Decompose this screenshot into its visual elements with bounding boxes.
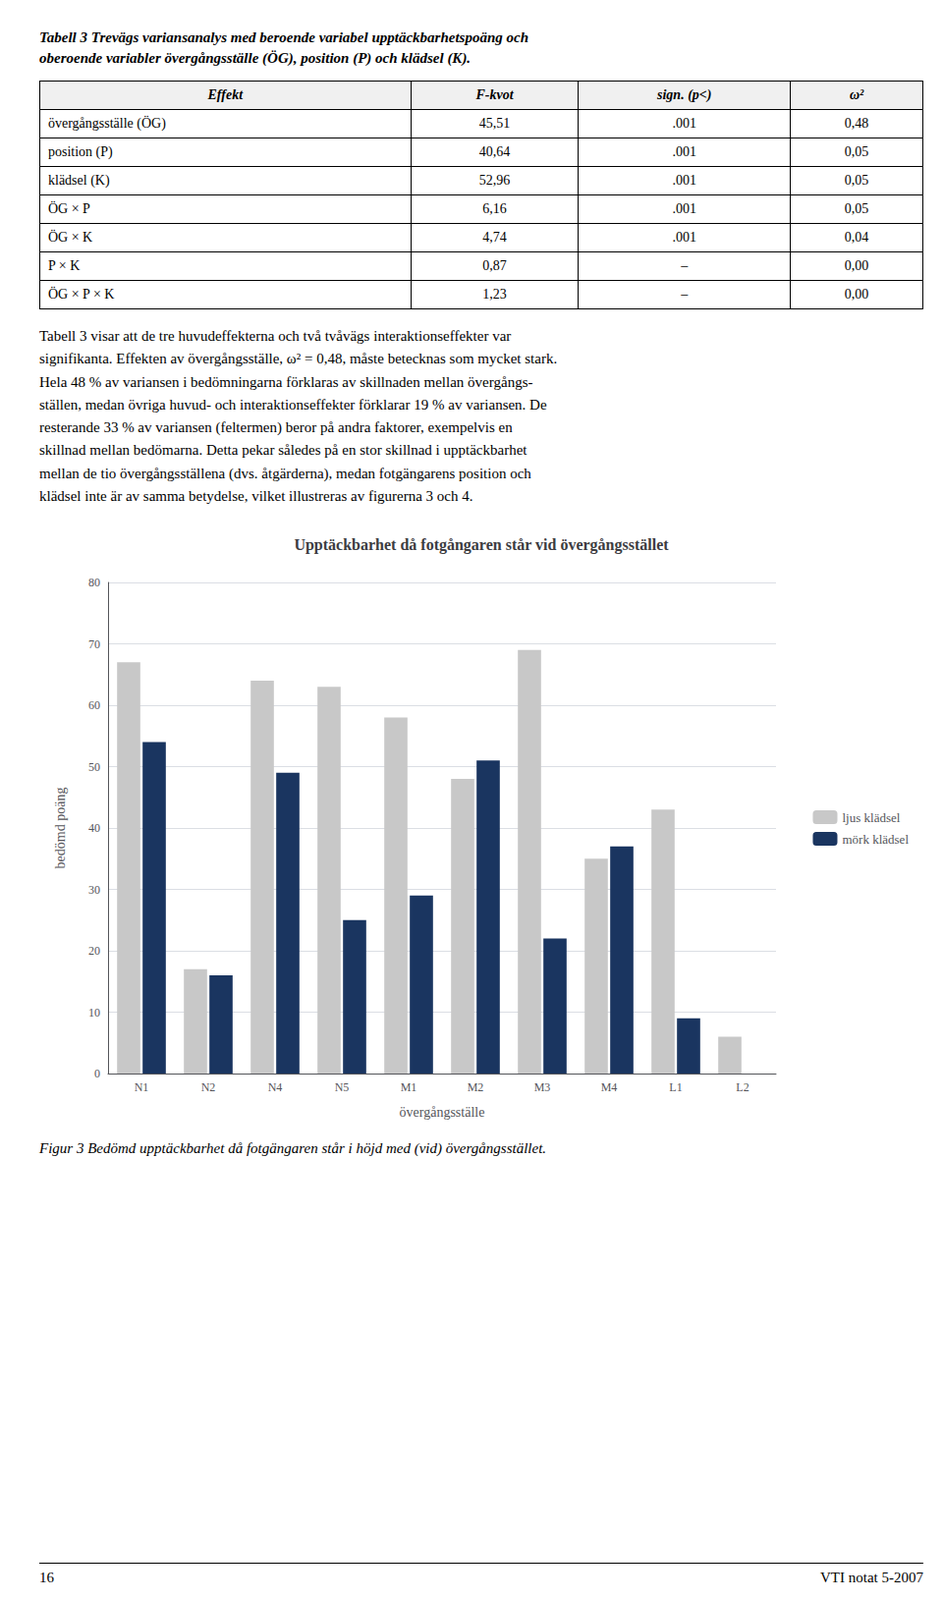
- html-text:övergångsställe (ÖG): övergångsställe (ÖG): [48, 115, 166, 131]
- svg-text:80: 80: [88, 575, 101, 590]
- html-text:F-kvot: F-kvot: [475, 87, 514, 103]
- html-text:0,04: 0,04: [844, 229, 869, 245]
- svg-text:bedömd poäng: bedömd poäng: [53, 787, 68, 870]
- html-text:0,05: 0,05: [844, 172, 869, 188]
- html-text:.001: .001: [672, 115, 697, 131]
- svg-text:M4: M4: [601, 1080, 618, 1095]
- html-text:4,74: 4,74: [482, 229, 507, 245]
- html-text:.001: .001: [672, 144, 697, 160]
- html-text:0,05: 0,05: [844, 201, 869, 217]
- html-text:ÖG × K: ÖG × K: [48, 229, 93, 245]
- svg-text:30: 30: [88, 883, 101, 897]
- svg-text:60: 60: [88, 698, 101, 713]
- svg-text:ljus klädsel: ljus klädsel: [841, 810, 900, 826]
- html-text:Tabell 3 Trevägs variansanalys: Tabell 3 Trevägs variansanalys med beroe…: [39, 29, 529, 46]
- svg-text:mörk klädsel: mörk klädsel: [841, 832, 909, 847]
- html-text:ställen, medan övriga huvud- o: ställen, medan övriga huvud- och interak…: [39, 396, 547, 413]
- html-text:P × K: P × K: [48, 258, 80, 274]
- html-text:52,96: 52,96: [479, 172, 511, 188]
- svg-text:Upptäckbarhet då fotgångaren s: Upptäckbarhet då fotgångaren står vid öv…: [293, 536, 669, 555]
- html-text:45,51: 45,51: [479, 115, 511, 131]
- svg-text:70: 70: [88, 637, 101, 652]
- svg-text:M3: M3: [534, 1080, 552, 1095]
- html-text:ÖG × P × K: ÖG × P × K: [48, 286, 115, 302]
- html-text:mellan de tio övergångsställen: mellan de tio övergångsställena (dvs. åt…: [39, 465, 532, 481]
- html-text:0,87: 0,87: [482, 258, 507, 274]
- html-text:position (P): position (P): [48, 144, 113, 160]
- svg-text:0: 0: [94, 1066, 101, 1081]
- html-text:klädsel inte är av samma betyd: klädsel inte är av samma betydelse, vilk…: [39, 488, 473, 504]
- html-text:16: 16: [39, 1569, 55, 1586]
- html-text:0,48: 0,48: [844, 115, 869, 131]
- html-text:Effekt: Effekt: [207, 87, 243, 103]
- svg-text:10: 10: [88, 1005, 101, 1020]
- html-text:0,00: 0,00: [844, 286, 869, 302]
- html-text:0,00: 0,00: [844, 258, 869, 274]
- svg-text:N2: N2: [201, 1080, 217, 1095]
- html-text:0,05: 0,05: [844, 144, 869, 160]
- html-text:1,23: 1,23: [482, 286, 507, 302]
- html-text:klädsel (K): klädsel (K): [48, 172, 110, 188]
- svg-text:N5: N5: [334, 1080, 350, 1095]
- html-text:.001: .001: [672, 229, 697, 245]
- svg-text:L1: L1: [668, 1080, 682, 1095]
- svg-text:50: 50: [88, 760, 101, 775]
- html-text:resterande 33 % av variansen (: resterande 33 % av variansen (feltermen)…: [39, 419, 513, 436]
- html-text:Hela 48 % av variansen i bedöm: Hela 48 % av variansen i bedömningarna f…: [39, 373, 533, 390]
- html-text:.001: .001: [672, 172, 697, 188]
- html-text:Tabell 3 visar att de tre huvu: Tabell 3 visar att de tre huvudeffektern…: [39, 328, 512, 344]
- svg-text:N1: N1: [134, 1080, 150, 1095]
- html-text:ω²: ω²: [849, 87, 864, 103]
- html-text:.001: .001: [672, 201, 697, 217]
- html-text:ÖG × P: ÖG × P: [48, 201, 91, 217]
- svg-text:N4: N4: [268, 1080, 283, 1095]
- html-text:6,16: 6,16: [482, 201, 507, 217]
- html-text:40,64: 40,64: [479, 144, 511, 160]
- html-text:Figur 3 Bedömd upptäckbarhet d: Figur 3 Bedömd upptäckbarhet då fotgänga…: [39, 1140, 547, 1157]
- html-text:sign. (p<): sign. (p<): [657, 87, 712, 103]
- html-text:VTI notat 5-2007: VTI notat 5-2007: [820, 1569, 924, 1586]
- svg-text:övergångsställe: övergångsställe: [399, 1105, 486, 1120]
- svg-text:20: 20: [88, 943, 101, 958]
- html-text:oberoende variabler övergångss: oberoende variabler övergångsställe (ÖG)…: [39, 50, 471, 66]
- svg-text:40: 40: [88, 821, 101, 835]
- html-text:skillnad mellan bedömarna. Det: skillnad mellan bedömarna. Detta pekar s…: [39, 442, 527, 459]
- svg-text:M2: M2: [467, 1080, 485, 1095]
- svg-text:L2: L2: [735, 1080, 749, 1095]
- svg-text:M1: M1: [400, 1080, 418, 1095]
- html-text:signifikanta. Effekten av över: signifikanta. Effekten av övergångsställ…: [39, 350, 558, 367]
